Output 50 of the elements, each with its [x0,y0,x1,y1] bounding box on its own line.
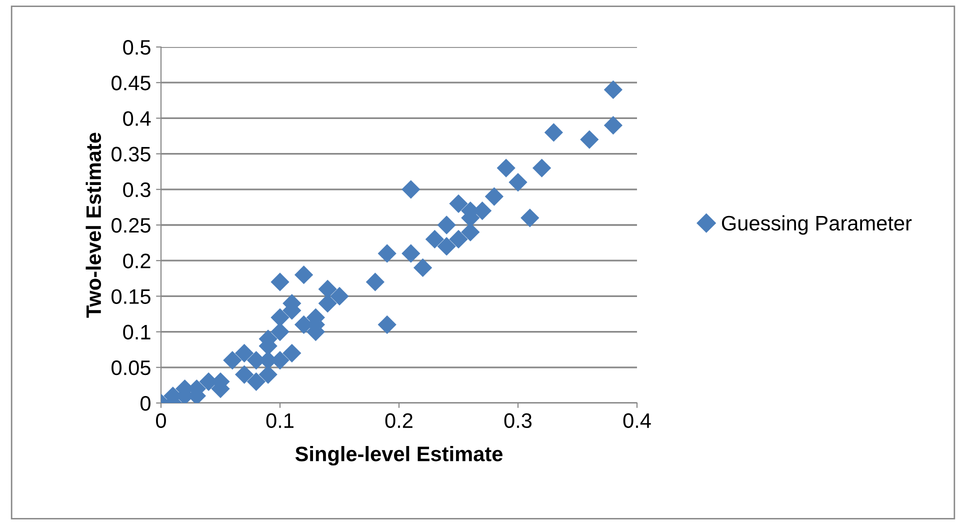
point [234,365,254,384]
y-tick-label: 0.4 [123,111,151,126]
point [402,244,420,263]
point [484,187,504,206]
point [270,308,290,327]
x-tick-label: 0.3 [504,413,532,428]
point [294,266,314,284]
point [378,315,396,334]
y-tick-label: 0.3 [123,182,150,198]
point [234,344,254,362]
x-tick-label: 0.1 [266,413,294,428]
point [270,272,290,292]
x-tick-label: 0.2 [385,413,412,428]
y-tick-label: 0.45 [112,76,150,90]
y-axis-title: Two-level Estimate [86,132,102,318]
point [413,258,432,278]
point [449,230,468,249]
point [330,286,349,306]
point [246,372,266,391]
point [532,158,552,178]
y-tick-label: 0.15 [112,289,150,304]
point [449,194,468,213]
y-tick-label: 0.2 [123,254,150,268]
y-tick-label: 0 [140,396,150,411]
point [580,130,599,149]
legend-label: Guessing Parameter [722,215,912,235]
x-tick-label: 0 [156,413,166,428]
x-tick-label: 0.4 [623,413,651,428]
y-tick-label: 0.25 [112,218,150,233]
y-tick-label: 0.05 [112,360,150,376]
point [544,123,564,142]
point [318,280,337,298]
point [520,208,540,228]
x-axis-title: Single-level Estimate [295,446,503,466]
point [366,272,385,292]
point [282,344,302,362]
y-tick-label: 0.35 [112,146,150,162]
point [318,294,337,313]
point [604,116,623,135]
point [437,237,456,256]
point [508,172,528,192]
point [437,216,456,234]
point [496,158,516,178]
point [223,350,242,370]
y-tick-label: 0.5 [123,40,150,55]
point [425,230,444,249]
point [402,180,420,199]
point [604,80,623,100]
point [378,244,396,263]
y-tick-label: 0.1 [123,324,150,340]
